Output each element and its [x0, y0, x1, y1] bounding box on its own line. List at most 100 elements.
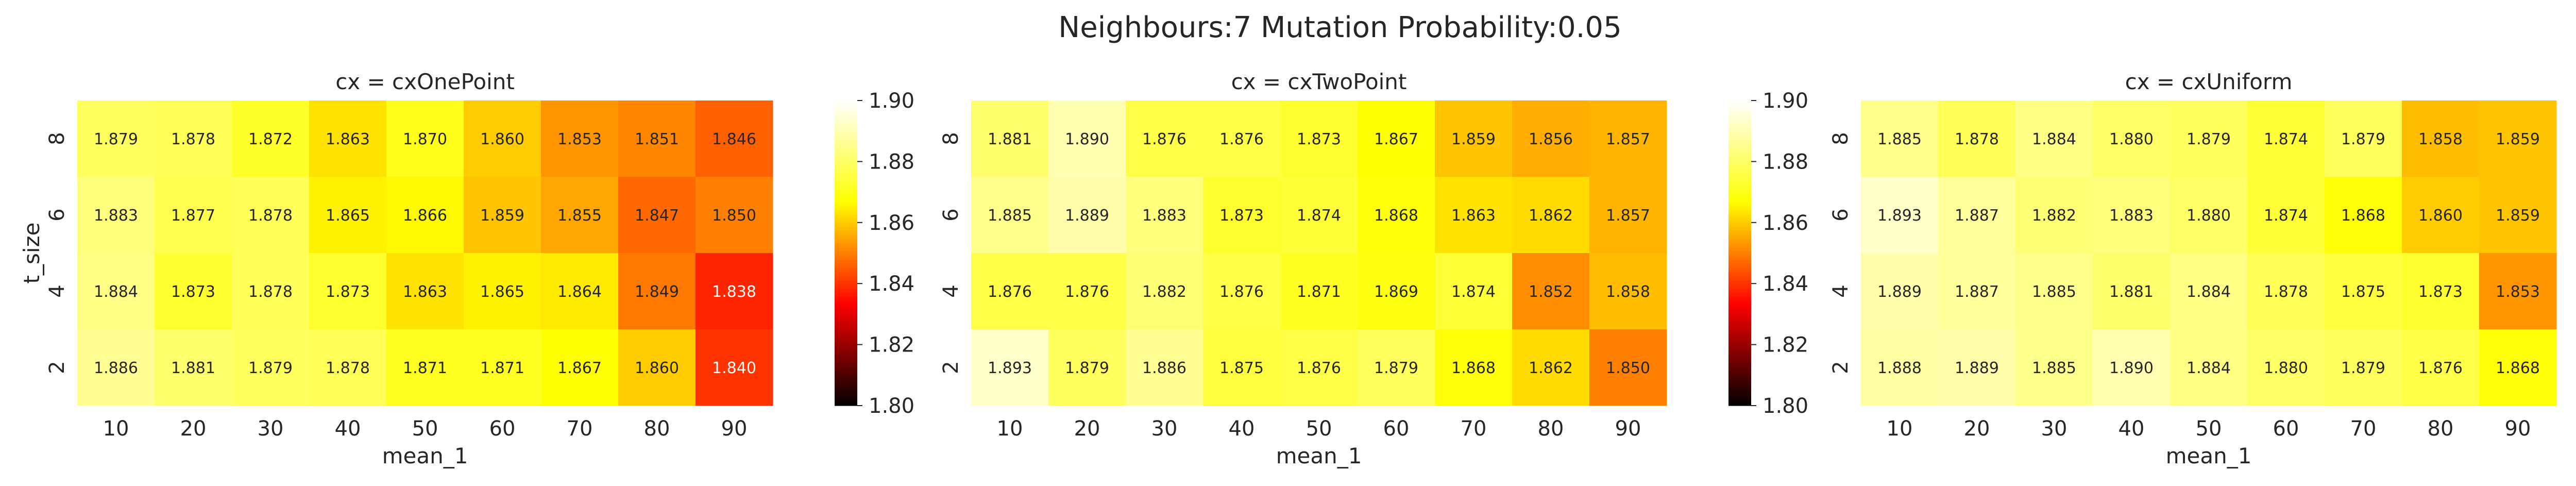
colorbar-segment: [1728, 349, 1751, 353]
heatmap-cell: [2402, 253, 2480, 330]
colorbar-segment: [835, 240, 857, 243]
colorbar-segment: [1728, 215, 1751, 218]
colorbar-segment: [1728, 172, 1751, 175]
heatmap-cell: [2325, 253, 2402, 330]
colorbar-segment: [1728, 227, 1751, 231]
cell-value-label: 1.865: [326, 207, 370, 225]
colorbar-segment: [1728, 103, 1751, 106]
cell-value-label: 1.893: [988, 359, 1032, 377]
cell-value-label: 1.860: [635, 359, 679, 377]
cell-value-label: 1.881: [171, 359, 215, 377]
y-tick-label: 4: [45, 284, 69, 297]
cell-value-label: 1.862: [1529, 207, 1573, 225]
x-tick-label: 80: [2428, 417, 2454, 441]
heatmap-cell: [155, 100, 232, 177]
x-tick-label: 10: [103, 417, 129, 441]
colorbar-segment: [835, 263, 857, 266]
heatmap-cell: [77, 253, 155, 330]
cell-value-label: 1.888: [1877, 359, 1922, 377]
colorbar-segment: [835, 100, 857, 104]
cell-value-label: 1.877: [171, 207, 215, 225]
colorbar-tick-label: 1.86: [869, 211, 914, 235]
cell-value-label: 1.879: [94, 130, 138, 148]
heatmap-cell: [77, 329, 155, 406]
heatmap-cell: [541, 253, 619, 330]
heatmap-cell: [1203, 253, 1281, 330]
y-tick-label: 2: [1829, 361, 1853, 374]
x-tick-label: 20: [1074, 417, 1100, 441]
colorbar-tick-label: 1.90: [869, 89, 914, 113]
colorbar-segment: [1728, 265, 1751, 269]
cell-value-label: 1.857: [1606, 207, 1650, 225]
x-tick-label: 70: [2350, 417, 2377, 441]
heatmap-panel: cx = cxOnePoint 1.879 1.878 1.872 1.863 1.870…: [19, 69, 914, 468]
y-tick-label: 6: [939, 208, 963, 221]
colorbar-segment: [835, 342, 857, 345]
heatmap-cell: [2170, 177, 2248, 254]
colorbar-segment: [1728, 250, 1751, 254]
heatmap-cell: [696, 329, 773, 406]
cell-value-label: 1.875: [1219, 359, 1264, 377]
colorbar-segment: [1728, 207, 1751, 210]
cell-value-label: 1.878: [326, 359, 370, 377]
colorbar-segment: [1728, 268, 1751, 272]
colorbar-segment: [835, 268, 857, 272]
cell-value-label: 1.885: [1877, 130, 1922, 148]
cell-value-label: 1.840: [712, 359, 756, 377]
cell-value-label: 1.863: [403, 283, 447, 301]
heatmap-cell: [1358, 329, 1435, 406]
x-tick-label: 60: [2273, 417, 2299, 441]
colorbar-segment: [835, 164, 857, 167]
heatmap-cell: [618, 100, 696, 177]
colorbar-segment: [1728, 194, 1751, 198]
cell-value-label: 1.887: [1955, 207, 1999, 225]
colorbar-segment: [1728, 217, 1751, 221]
cell-value-label: 1.851: [635, 130, 679, 148]
x-axis-label: mean_1: [382, 443, 468, 468]
colorbar-segment: [835, 172, 857, 175]
colorbar-segment: [1728, 156, 1751, 160]
heatmap-cell: [1358, 253, 1435, 330]
cell-value-label: 1.889: [1955, 359, 1999, 377]
colorbar-segment: [1728, 400, 1751, 404]
heatmap-cell: [386, 329, 464, 406]
colorbar-segment: [1728, 238, 1751, 241]
colorbar-segment: [1728, 398, 1751, 401]
colorbar-segment: [1728, 133, 1751, 137]
cell-value-label: 1.863: [1451, 207, 1496, 225]
colorbar-segment: [1728, 169, 1751, 172]
colorbar-segment: [835, 380, 857, 383]
x-tick-label: 30: [1151, 417, 1178, 441]
colorbar-segment: [1728, 123, 1751, 126]
colorbar-segment: [835, 156, 857, 160]
colorbar-segment: [1728, 166, 1751, 170]
cell-value-label: 1.872: [248, 130, 293, 148]
colorbar-segment: [1728, 327, 1751, 330]
colorbar-segment: [1728, 199, 1751, 203]
colorbar-segment: [835, 217, 857, 221]
heatmap-cell: [155, 329, 232, 406]
colorbar-segment: [1728, 281, 1751, 284]
y-tick-label: 8: [45, 132, 69, 145]
colorbar-segment: [835, 250, 857, 254]
colorbar-segment: [835, 105, 857, 109]
heatmap-cell: [1048, 100, 1126, 177]
heatmap-cell: [1126, 177, 1204, 254]
colorbar-segment: [835, 319, 857, 322]
x-tick-label: 40: [2119, 417, 2145, 441]
colorbar-segment: [835, 271, 857, 274]
heatmap-cell: [971, 329, 1049, 406]
cell-value-label: 1.857: [1606, 130, 1650, 148]
cell-value-label: 1.876: [1219, 130, 1264, 148]
colorbar-segment: [1728, 357, 1751, 360]
heatmap-cell: [1126, 253, 1204, 330]
cell-value-label: 1.873: [326, 283, 370, 301]
colorbar-segment: [835, 207, 857, 210]
cell-value-label: 1.852: [1529, 283, 1573, 301]
heatmap-cell: [232, 329, 310, 406]
heatmap-cell: [1938, 253, 2016, 330]
colorbar-segment: [835, 375, 857, 378]
heatmap-cell: [1048, 177, 1126, 254]
heatmap-cell: [2325, 100, 2402, 177]
colorbar-segment: [835, 131, 857, 134]
